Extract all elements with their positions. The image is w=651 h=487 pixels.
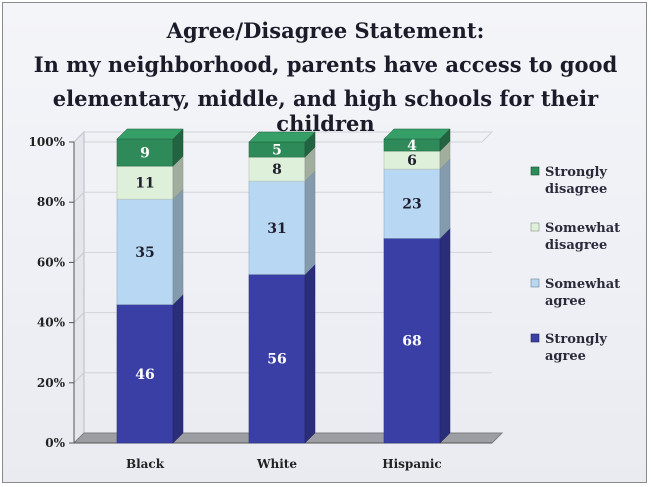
- data-label: 11: [135, 176, 154, 192]
- chart-title-line-2: In my neighborhood, parents have access …: [33, 52, 618, 77]
- bar-top-black: [116, 128, 184, 140]
- legend-label: disagree: [545, 182, 607, 197]
- data-label: 4: [407, 138, 417, 154]
- plot-side-wall: [73, 130, 85, 445]
- y-tick-label: 100%: [29, 135, 66, 149]
- legend-label: agree: [545, 294, 586, 309]
- chart-frame: [2, 2, 647, 483]
- x-category-label: Black: [126, 457, 165, 471]
- y-tick-label: 40%: [37, 316, 66, 330]
- bar-side-somewhat-agree-white: [304, 170, 316, 276]
- bar-strongly-agree-white: [248, 274, 306, 444]
- chart-title-line-3: elementary, middle, and high schools for…: [52, 86, 599, 136]
- legend-label: Somewhat: [545, 221, 620, 236]
- gridline-depth: [73, 312, 85, 323]
- bar-top-white: [248, 131, 316, 143]
- bar-somewhat-agree-hispanic: [383, 168, 441, 239]
- bar-side-somewhat-agree-black: [172, 188, 184, 306]
- bar-side-strongly-agree-white: [304, 263, 316, 444]
- gridline-depth: [73, 252, 85, 263]
- gridline-depth: [73, 372, 85, 384]
- legend-swatch: [530, 278, 540, 288]
- data-label: 56: [267, 352, 286, 368]
- y-tick-label: 80%: [37, 195, 66, 209]
- x-category-label: White: [256, 457, 297, 471]
- data-label: 6: [407, 153, 417, 169]
- bar-side-strongly-agree-hispanic: [439, 227, 451, 444]
- bar-somewhat-agree-white: [248, 180, 306, 275]
- data-label: 9: [140, 146, 150, 162]
- data-label: 68: [402, 334, 421, 350]
- bar-somewhat-disagree-black: [116, 165, 174, 200]
- data-label: 23: [402, 197, 421, 213]
- x-category-label: Hispanic: [382, 457, 441, 471]
- bar-strongly-agree-hispanic: [383, 238, 441, 444]
- bar-strongly-disagree-black: [116, 138, 174, 167]
- legend-label: Strongly: [545, 165, 607, 180]
- legend-label: disagree: [545, 238, 607, 253]
- gridline-depth: [73, 191, 85, 203]
- bar-top-hispanic: [383, 128, 451, 140]
- bar-side-somewhat-agree-hispanic: [439, 158, 451, 239]
- y-tick-label: 60%: [37, 255, 66, 269]
- legend-label: Strongly: [545, 332, 607, 347]
- legend-label: agree: [545, 349, 586, 364]
- data-label: 35: [135, 245, 154, 261]
- data-label: 8: [272, 162, 282, 178]
- data-label: 46: [135, 367, 154, 383]
- chart-title-line-1: Agree/Disagree Statement:: [166, 18, 485, 43]
- legend-swatch: [530, 333, 540, 343]
- data-label: 5: [272, 143, 282, 159]
- gridline-depth: [73, 131, 85, 143]
- y-tick-label: 0%: [45, 436, 65, 450]
- y-tick-label: 20%: [37, 376, 66, 390]
- bar-side-strongly-agree-black: [172, 293, 184, 444]
- bar-somewhat-agree-black: [116, 198, 174, 305]
- legend-swatch: [530, 222, 540, 232]
- bar-strongly-agree-black: [116, 304, 174, 444]
- legend-label: Somewhat: [545, 277, 620, 292]
- legend-swatch: [530, 166, 540, 176]
- data-label: 31: [267, 221, 286, 237]
